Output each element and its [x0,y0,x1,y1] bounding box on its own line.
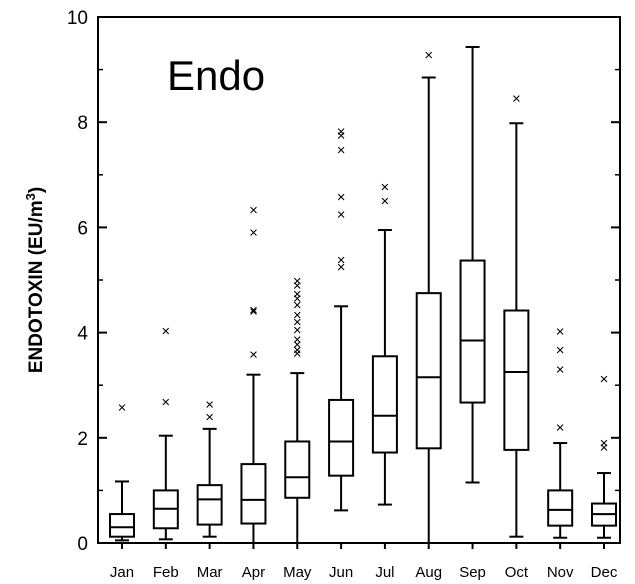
y-tick-label: 6 [77,218,88,239]
outlier-marker: × [337,127,346,144]
x-category-label: Feb [153,564,179,581]
x-category-label: Aug [415,564,442,581]
box-feb: ×× [152,323,179,541]
y-tick-label: 10 [67,8,88,29]
y-tick-label: 8 [77,113,88,134]
outlier-marker: × [205,397,214,414]
outlier-marker: × [293,342,302,359]
y-axis-label: ENDOTOXIN (EU/m3) [23,187,47,373]
outlier-marker: × [118,399,127,416]
box-iqr [459,259,486,404]
x-category-label: Sep [459,564,486,581]
outlier-marker: × [205,409,214,426]
outlier-marker: × [293,346,302,363]
outlier-marker: × [600,435,609,452]
box-oct: × [503,91,530,538]
box-iqr [240,463,267,525]
box-aug: × [415,47,442,544]
box-iqr [109,513,135,538]
y-axis-label-main: ENDOTOXIN (EU/m [26,200,47,373]
outlier-marker: × [293,337,302,354]
outlier-marker: × [337,259,346,276]
box-jan: × [109,399,135,542]
outlier-marker: × [424,47,433,64]
outlier-marker: × [556,361,565,378]
outlier-marker: × [249,225,258,242]
y-axis-label-close: ) [26,187,47,193]
x-category-label: Jan [110,564,134,581]
outlier-marker: × [293,277,302,294]
outlier-marker: × [293,297,302,314]
panel-title: Endo [167,52,265,99]
x-category-label: May [283,564,312,581]
outlier-marker: × [337,189,346,206]
box-apr: ××××× [240,202,267,544]
box-series: × ××××××××××××××××××××××××××××××××××××××× [109,45,617,544]
outlier-marker: × [293,314,302,331]
box-nov: ×××× [547,324,574,539]
box-dec: ××× [591,371,617,539]
outlier-marker: × [293,273,302,290]
y-axis: 0 2 4 6 8 10 [67,8,620,555]
outlier-marker: × [249,347,258,364]
outlier-marker: × [293,290,302,307]
outlier-marker: × [249,202,258,219]
y-tick-label: 0 [77,534,88,555]
y-tick-label: 2 [77,429,88,450]
outlier-marker: × [337,142,346,159]
outlier-marker: × [556,324,565,341]
box-iqr [284,440,311,499]
outlier-marker: × [337,124,346,141]
box-iqr [503,309,530,451]
outlier-marker: × [161,394,170,411]
box-sep [459,45,486,484]
x-category-label: Jun [329,564,353,581]
outlier-marker: × [381,179,390,196]
outlier-marker: × [293,331,302,348]
box-jul: ×× [371,179,398,506]
x-category-label: Oct [505,564,529,581]
y-tick-label: 4 [77,324,88,345]
box-iqr [415,292,442,450]
outlier-marker: × [556,419,565,436]
x-category-label: Mar [197,564,223,581]
outlier-marker: × [600,371,609,388]
outlier-marker: × [512,91,521,108]
outlier-marker: × [381,193,390,210]
x-category-label: Jul [375,564,394,581]
x-axis: Jan Feb Mar Apr May Jun Jul Aug Sep Oct Nov Dec [110,543,618,581]
box-iqr [371,355,398,454]
box-iqr [547,489,574,527]
outlier-marker: × [556,342,565,359]
outlier-marker: × [249,302,258,319]
box-mar: ×× [196,397,223,538]
box-jun: ××××××× [328,124,355,512]
x-category-label: Nov [547,564,574,581]
x-category-label: Apr [242,564,265,581]
box-iqr [328,398,355,477]
outlier-marker: × [337,252,346,269]
outlier-marker: × [293,322,302,339]
box-iqr [196,484,223,526]
outlier-marker: × [600,439,609,456]
outlier-marker: × [161,323,170,340]
outlier-marker: × [337,206,346,223]
outlier-marker: × [293,286,302,303]
box-may: ×××××××××××× [284,273,311,544]
y-axis-label-superscript: 3 [23,193,38,200]
outlier-marker: × [249,304,258,321]
outlier-marker: × [293,307,302,324]
x-category-label: Dec [591,564,618,581]
